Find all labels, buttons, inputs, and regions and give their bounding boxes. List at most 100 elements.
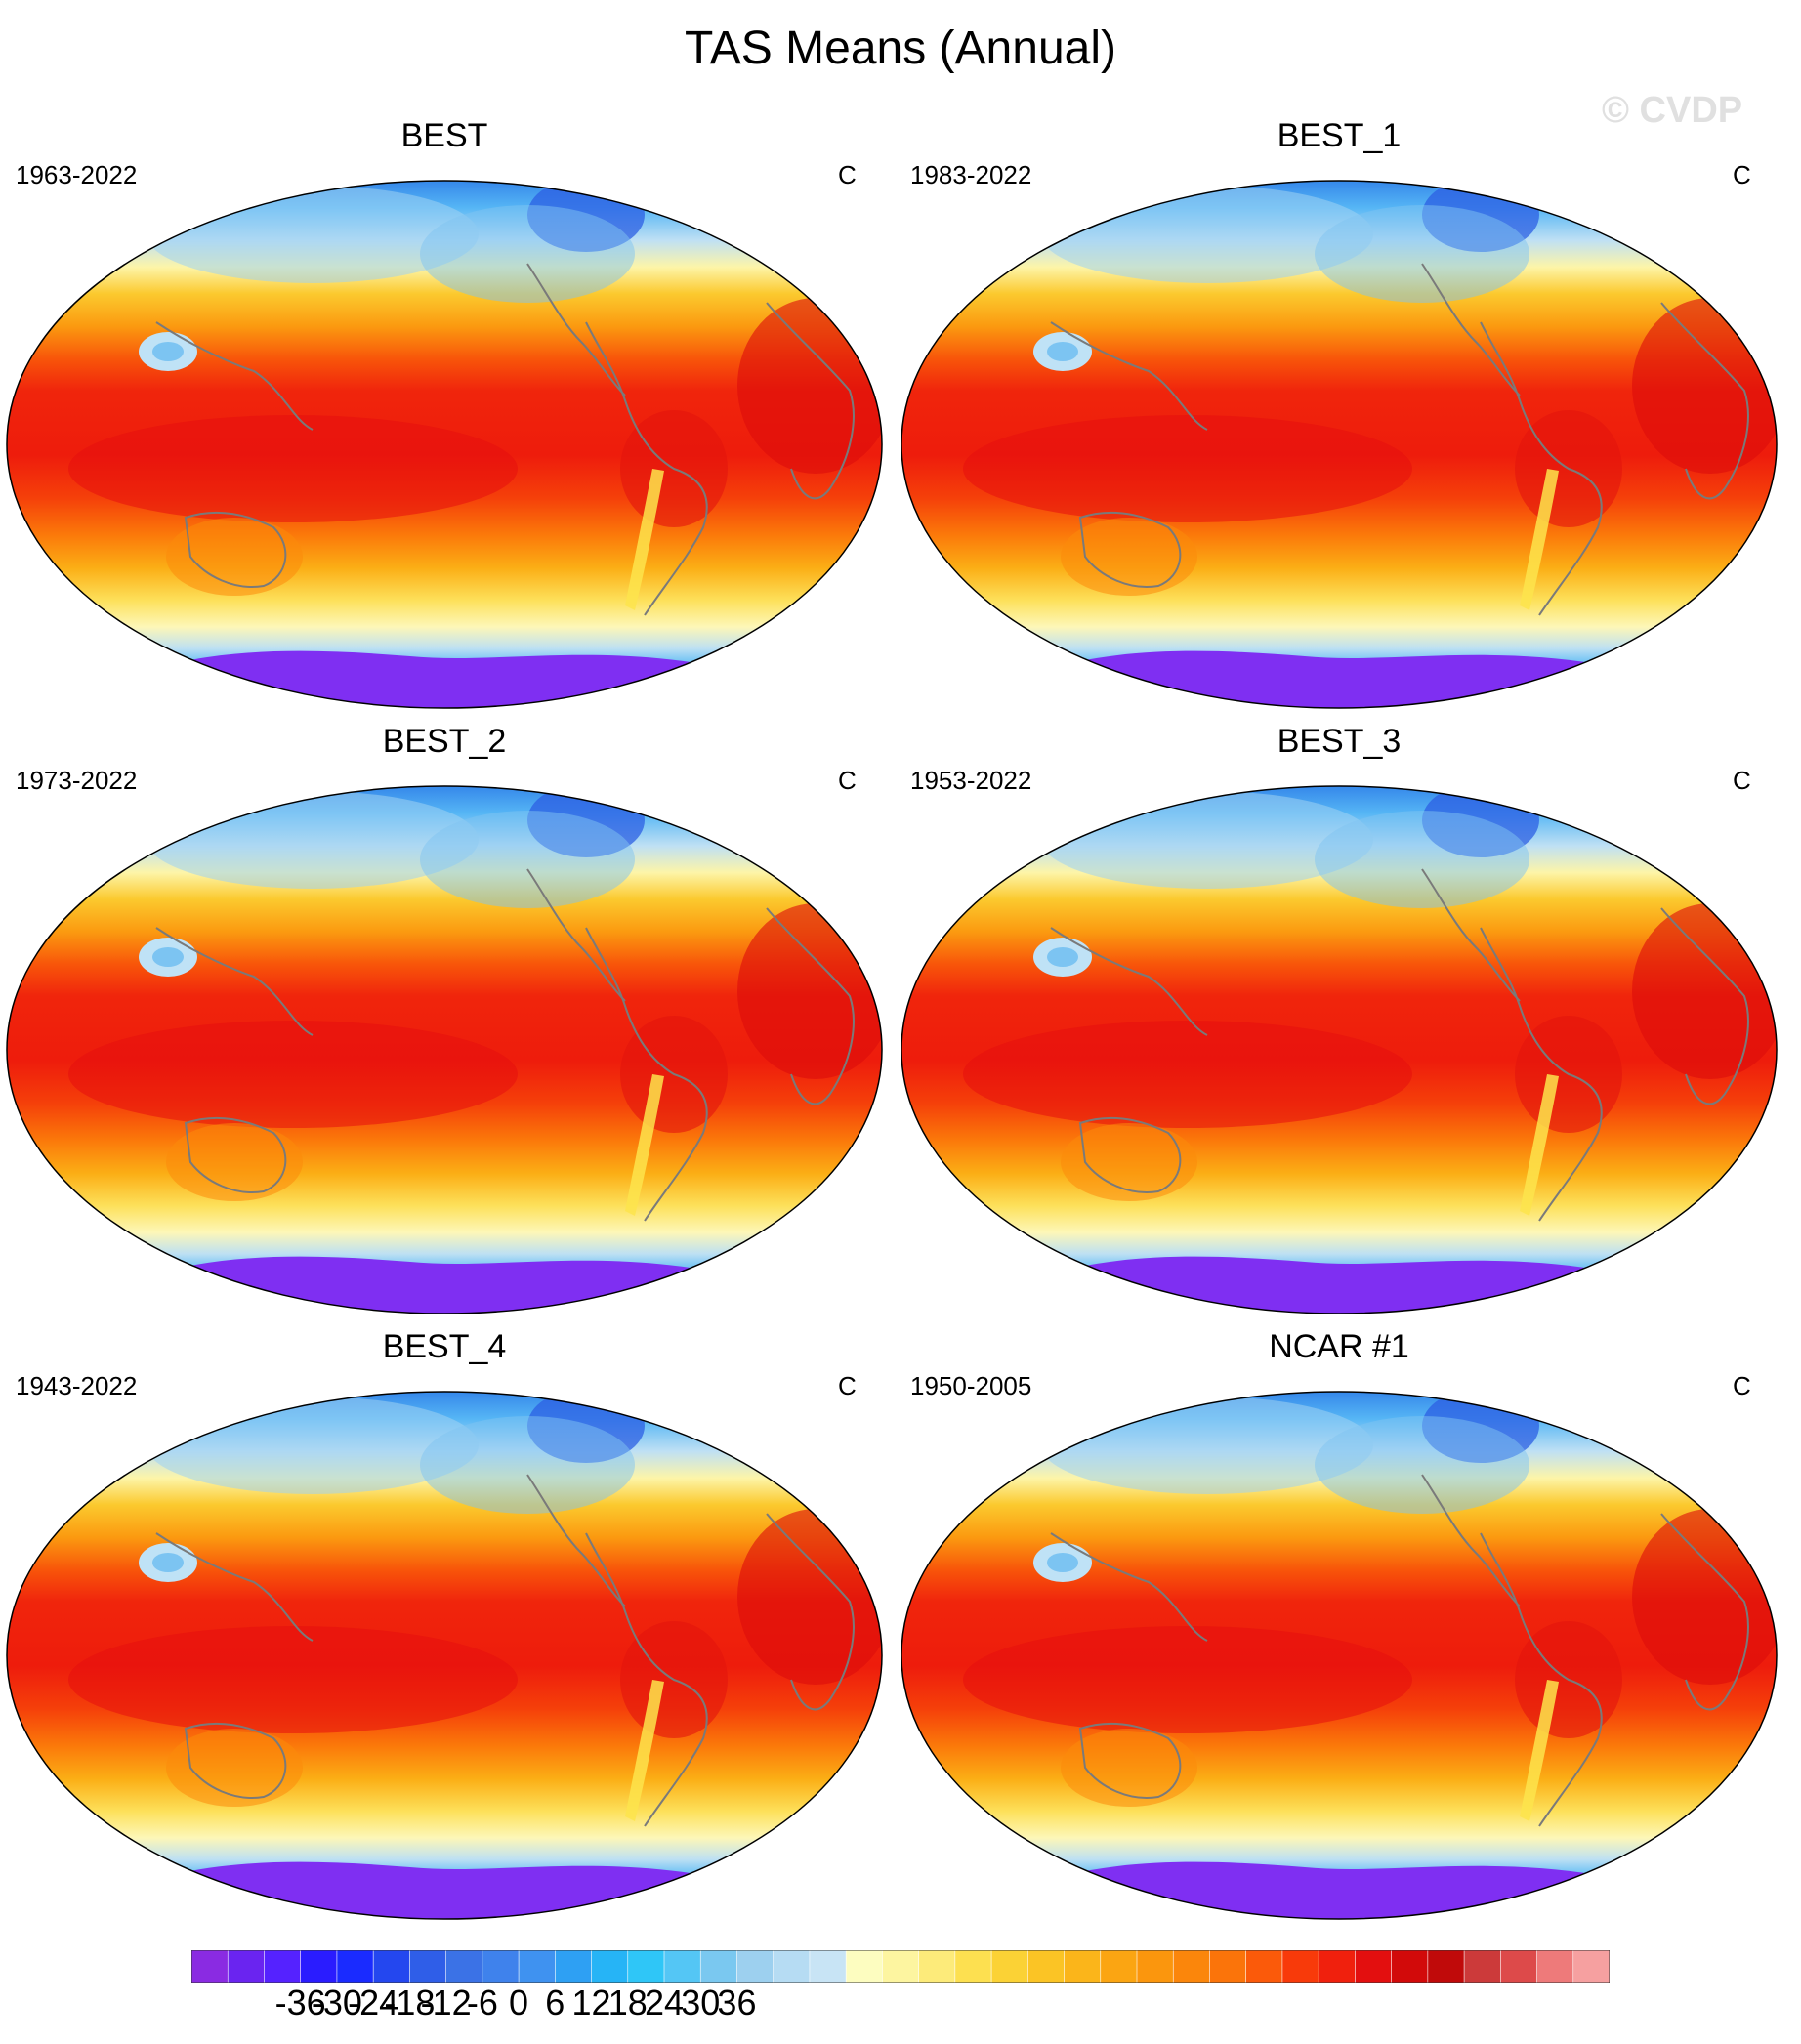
temperature-map <box>900 785 1778 1314</box>
coastline <box>155 1532 314 1642</box>
coastline <box>1480 1532 1603 1827</box>
coastline <box>585 1532 708 1827</box>
colorbar-box <box>1245 1950 1283 1983</box>
colorbar-box <box>1391 1950 1429 1983</box>
africa-hot-region <box>737 298 882 474</box>
coastline <box>1050 927 1208 1036</box>
colorbar-box <box>227 1950 266 1983</box>
colorbar-tick-label: 0 <box>509 1982 529 2023</box>
map-border <box>900 180 1778 709</box>
colorbar-box <box>591 1950 629 1983</box>
north-america-cool-region <box>1315 1416 1529 1514</box>
temperature-map <box>6 785 883 1314</box>
temperature-field <box>901 1392 1777 1919</box>
coastline <box>1660 1513 1749 1711</box>
australia-region <box>1061 1729 1197 1807</box>
colorbar-tick-label: 24 <box>644 1982 685 2023</box>
map-panel-best-1: BEST_1 1983-2022 C <box>895 117 1783 709</box>
panel-period: 1973-2022 <box>16 766 138 795</box>
north-america-cool-region <box>1315 205 1529 303</box>
andes-cool-strip <box>1520 1680 1559 1821</box>
antarctica <box>1031 650 1637 708</box>
tibet-cold-core <box>1047 947 1078 967</box>
colorbar-box <box>555 1950 593 1983</box>
coastline <box>526 263 626 396</box>
colorbar-box <box>1318 1950 1357 1983</box>
coastline <box>766 302 855 500</box>
panel-units: C <box>838 160 857 189</box>
andes-cool-strip <box>625 1680 664 1821</box>
colorbar-tick-label: -30 <box>311 1982 362 2023</box>
colorbar-tick-label: 12 <box>571 1982 611 2023</box>
temperature-field <box>7 1392 882 1919</box>
colorbar-tick-label: -12 <box>420 1982 472 2023</box>
antarctica <box>137 1256 742 1314</box>
panel-period: 1963-2022 <box>16 160 138 189</box>
tibet-cold-core <box>152 947 184 967</box>
warm-pool <box>963 415 1412 522</box>
colorbar-box <box>1209 1950 1247 1983</box>
temperature-map <box>6 180 883 709</box>
andes-cool-strip <box>1520 1074 1559 1216</box>
coastline <box>585 927 708 1222</box>
colorbar-box <box>990 1950 1029 1983</box>
warm-pool <box>963 1626 1412 1733</box>
map-border <box>6 180 883 709</box>
panel-units: C <box>1733 160 1751 189</box>
coastline <box>155 927 314 1036</box>
temperature-field <box>901 181 1777 708</box>
map-border <box>6 785 883 1314</box>
panel-title: NCAR #1 <box>1269 1328 1409 1365</box>
colorbar-tick-label: 6 <box>545 1982 565 2023</box>
panel-title: BEST_1 <box>1277 117 1402 154</box>
map-panel-ncar-1: NCAR #1 1950-2005 C <box>895 1328 1783 1920</box>
warm-pool <box>963 1021 1412 1128</box>
temperature-map <box>900 1391 1778 1920</box>
colorbar-box <box>1427 1950 1465 1983</box>
colorbar-box <box>518 1950 557 1983</box>
coastline <box>184 511 287 588</box>
panel-title: BEST <box>400 117 488 154</box>
colorbar-box <box>409 1950 447 1983</box>
colorbar-tick-label: -36 <box>274 1982 326 2023</box>
tibet-cold-core <box>1047 342 1078 361</box>
africa-hot-region <box>1632 903 1777 1079</box>
colorbar-box <box>809 1950 847 1983</box>
coastline <box>155 321 314 431</box>
map-border <box>6 1391 883 1920</box>
australia-region <box>166 518 303 596</box>
colorbar-box <box>1027 1950 1066 1983</box>
coastline <box>1078 1116 1182 1193</box>
colorbar-box <box>663 1950 702 1983</box>
andes-cool-strip <box>1520 469 1559 610</box>
panel-title: BEST_4 <box>382 1328 507 1365</box>
tibet-cold-core <box>1047 1553 1078 1572</box>
colorbar-box <box>1500 1950 1538 1983</box>
coastline <box>1660 302 1749 500</box>
panel-units: C <box>1733 766 1751 795</box>
colorbar-box <box>191 1950 230 1983</box>
colorbar-box <box>482 1950 520 1983</box>
colorbar-tick-label: -18 <box>384 1982 436 2023</box>
map-panel-best: BEST 1963-2022 C <box>0 117 889 709</box>
colorbar-box <box>1536 1950 1574 1983</box>
coastline <box>1421 1474 1521 1607</box>
map-border <box>900 1391 1778 1920</box>
coastline <box>1421 868 1521 1002</box>
panel-period: 1983-2022 <box>910 160 1032 189</box>
temperature-field <box>7 181 882 708</box>
coastline <box>184 1722 287 1799</box>
antarctica <box>1031 1861 1637 1919</box>
colorbar-tick-label: -24 <box>348 1982 399 2023</box>
coastline <box>1050 321 1208 431</box>
warm-pool <box>68 1626 518 1733</box>
temperature-map <box>6 1391 883 1920</box>
coastline <box>1078 511 1182 588</box>
north-america-cool-region <box>420 1416 635 1514</box>
coastline <box>766 1513 855 1711</box>
colorbar-box <box>1463 1950 1502 1983</box>
colorbar-box <box>372 1950 411 1983</box>
colorbar-box <box>264 1950 302 1983</box>
colorbar-box <box>1172 1950 1211 1983</box>
colorbar-box <box>300 1950 338 1983</box>
